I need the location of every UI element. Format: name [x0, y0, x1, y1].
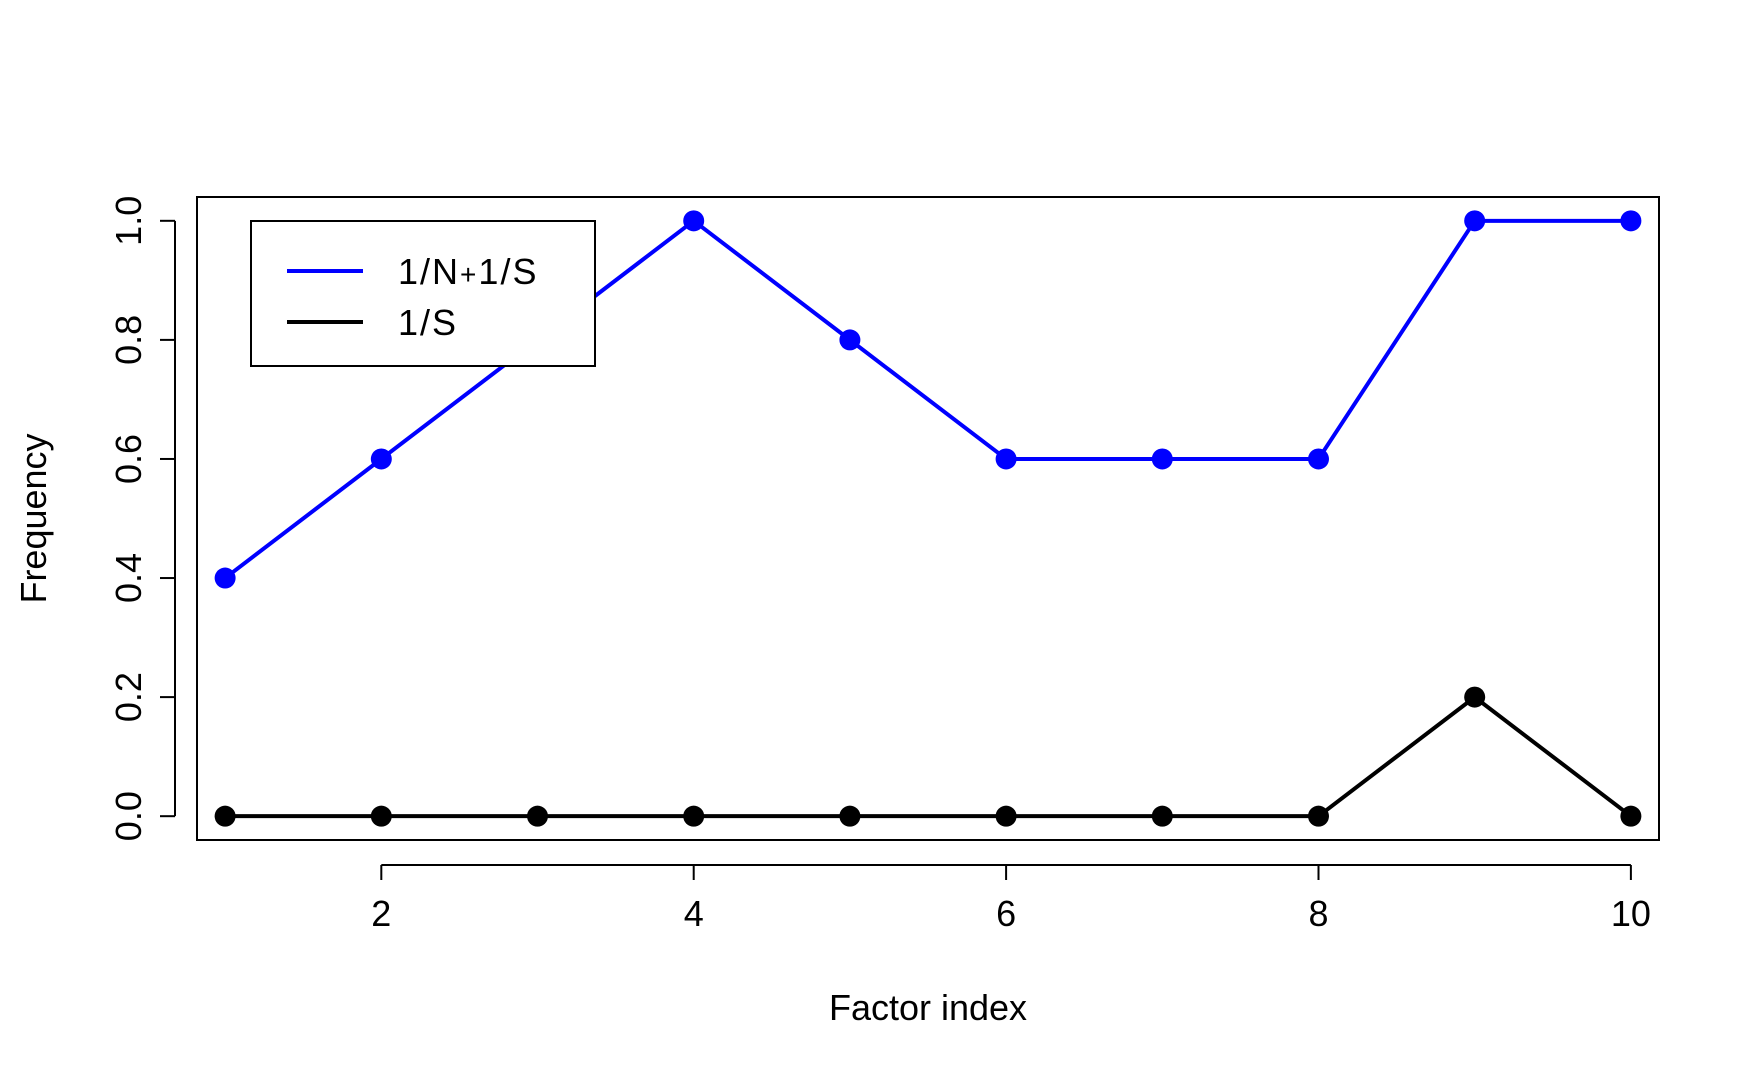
y-tick-label: 0.0 — [108, 791, 149, 841]
y-axis-title: Frequency — [13, 433, 54, 603]
y-tick-label: 0.6 — [108, 434, 149, 484]
legend-box — [250, 220, 596, 367]
x-tick-label: 6 — [996, 893, 1016, 934]
data-point — [1464, 686, 1486, 708]
series-2 — [214, 686, 1642, 827]
legend-label-part: 1 — [398, 251, 418, 292]
data-point — [1464, 210, 1486, 232]
y-tick-label: 0.2 — [108, 672, 149, 722]
data-point — [839, 805, 861, 827]
y-tick-label: 0.8 — [108, 315, 149, 365]
data-point — [1151, 805, 1173, 827]
legend-label-part: / — [500, 251, 510, 292]
data-point — [1151, 448, 1173, 470]
data-point — [214, 805, 236, 827]
legend-label-series-2: 1/S — [398, 302, 456, 343]
data-point — [995, 805, 1017, 827]
x-tick-label: 10 — [1611, 893, 1651, 934]
legend-label-part: / — [420, 302, 430, 343]
legend: 1/N+1/S 1/S — [250, 220, 596, 367]
y-axis: 0.0 0.2 0.4 0.6 0.8 1.0 — [108, 196, 176, 841]
data-point — [1620, 210, 1642, 232]
data-point — [527, 805, 549, 827]
legend-label-part: S — [432, 302, 456, 343]
series-line — [225, 695, 1633, 819]
legend-label-part: N — [432, 251, 458, 292]
data-point — [683, 805, 705, 827]
data-point — [995, 448, 1017, 470]
data-point — [1307, 805, 1329, 827]
legend-label-part: S — [512, 251, 536, 292]
x-tick-label: 8 — [1308, 893, 1328, 934]
plot-frame — [196, 196, 1660, 841]
data-point — [370, 448, 392, 470]
legend-label-part: 1 — [398, 302, 418, 343]
data-point — [683, 210, 705, 232]
x-axis-title: Factor index — [829, 987, 1027, 1028]
legend-label-part: 1 — [478, 251, 498, 292]
data-point — [370, 805, 392, 827]
data-point — [1307, 448, 1329, 470]
x-tick-label: 4 — [684, 893, 704, 934]
legend-label-part: + — [460, 259, 476, 290]
x-tick-label: 2 — [371, 893, 391, 934]
legend-label-part: / — [420, 251, 430, 292]
y-tick-label: 1.0 — [108, 196, 149, 246]
data-point — [214, 567, 236, 589]
data-point — [1620, 805, 1642, 827]
x-axis: 2 4 6 8 10 — [371, 864, 1651, 934]
series-line — [223, 218, 1631, 580]
y-tick-label: 0.4 — [108, 553, 149, 603]
legend-label-series-1: 1/N+1/S — [398, 251, 536, 292]
data-point — [839, 329, 861, 351]
